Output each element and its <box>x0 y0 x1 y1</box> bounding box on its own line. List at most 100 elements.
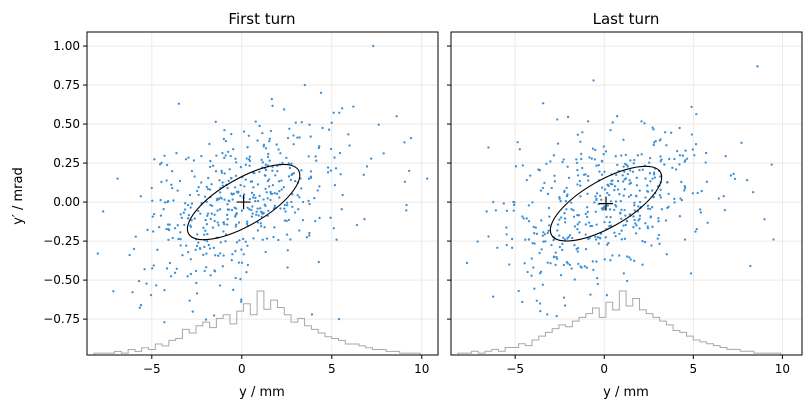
data-point <box>566 165 569 168</box>
data-point <box>539 270 543 273</box>
data-point <box>724 155 727 158</box>
data-point <box>286 136 290 140</box>
data-point <box>547 206 551 210</box>
data-point <box>245 222 249 225</box>
data-point <box>163 321 166 324</box>
data-point <box>226 223 229 226</box>
data-point <box>492 295 495 298</box>
data-point <box>200 181 203 184</box>
x-tick-label: 5 <box>689 362 697 376</box>
data-point <box>570 207 573 211</box>
data-point <box>646 204 650 207</box>
data-point <box>210 183 213 186</box>
data-point <box>620 208 623 211</box>
data-point <box>190 202 194 205</box>
data-point <box>151 230 155 233</box>
data-point <box>576 168 579 172</box>
data-point <box>179 213 182 216</box>
data-point <box>644 177 647 180</box>
data-point <box>643 122 646 125</box>
data-point <box>216 221 219 224</box>
data-point <box>586 174 590 178</box>
data-point <box>222 254 225 257</box>
data-point <box>544 240 547 243</box>
data-point <box>594 148 597 152</box>
data-point <box>205 185 208 189</box>
data-point <box>592 268 595 272</box>
data-point <box>333 156 336 159</box>
data-point <box>165 227 168 231</box>
data-point <box>600 186 604 189</box>
data-point <box>533 232 536 235</box>
data-point <box>246 206 249 209</box>
data-point <box>298 229 301 232</box>
data-point <box>591 147 595 150</box>
data-point <box>347 133 350 136</box>
data-point <box>158 225 161 229</box>
data-point <box>622 224 625 227</box>
data-point <box>613 185 617 188</box>
data-point <box>603 220 606 224</box>
data-point <box>568 234 572 237</box>
data-point <box>540 248 543 251</box>
data-point <box>596 276 599 280</box>
data-point <box>213 213 216 216</box>
data-point <box>248 155 252 158</box>
data-point <box>168 261 172 265</box>
data-point <box>288 166 291 170</box>
data-point <box>659 196 663 199</box>
data-point <box>276 169 279 173</box>
data-point <box>285 156 288 159</box>
data-point <box>205 223 209 226</box>
data-point <box>341 193 344 197</box>
data-point <box>271 104 274 107</box>
data-point <box>277 148 280 151</box>
data-point <box>678 163 681 166</box>
data-point <box>246 220 249 223</box>
data-point <box>646 190 650 193</box>
data-point <box>183 223 186 227</box>
data-point <box>623 188 626 191</box>
data-point <box>732 172 735 176</box>
data-point <box>283 203 287 207</box>
data-point <box>629 159 632 162</box>
data-point <box>235 241 239 244</box>
data-point <box>264 168 268 172</box>
data-point <box>632 162 636 165</box>
data-point <box>596 282 599 286</box>
data-point <box>269 198 272 202</box>
data-point <box>242 130 246 133</box>
data-point <box>294 121 297 124</box>
data-point <box>659 160 662 163</box>
data-point <box>231 253 234 256</box>
data-point <box>365 165 369 168</box>
data-point <box>189 206 192 209</box>
data-point <box>205 266 208 269</box>
data-point <box>335 238 338 241</box>
data-point <box>318 185 321 188</box>
panel-title: First turn <box>228 10 295 28</box>
data-point <box>321 126 324 130</box>
data-point <box>552 154 556 157</box>
data-point <box>200 154 203 158</box>
data-point <box>621 174 624 177</box>
data-point <box>647 161 651 164</box>
data-point <box>615 173 618 177</box>
data-point <box>204 229 207 232</box>
data-point <box>222 230 225 233</box>
data-point <box>533 287 536 290</box>
data-point <box>298 196 301 199</box>
data-point <box>541 234 544 237</box>
data-point <box>696 191 699 195</box>
data-point <box>584 247 588 251</box>
data-point <box>581 131 584 134</box>
data-point <box>287 175 291 178</box>
data-point <box>314 155 317 158</box>
data-point <box>219 191 222 194</box>
x-tick-label: 0 <box>600 362 608 376</box>
data-point <box>673 157 676 161</box>
data-point <box>272 235 275 239</box>
data-point <box>261 161 264 164</box>
data-point <box>186 204 190 207</box>
